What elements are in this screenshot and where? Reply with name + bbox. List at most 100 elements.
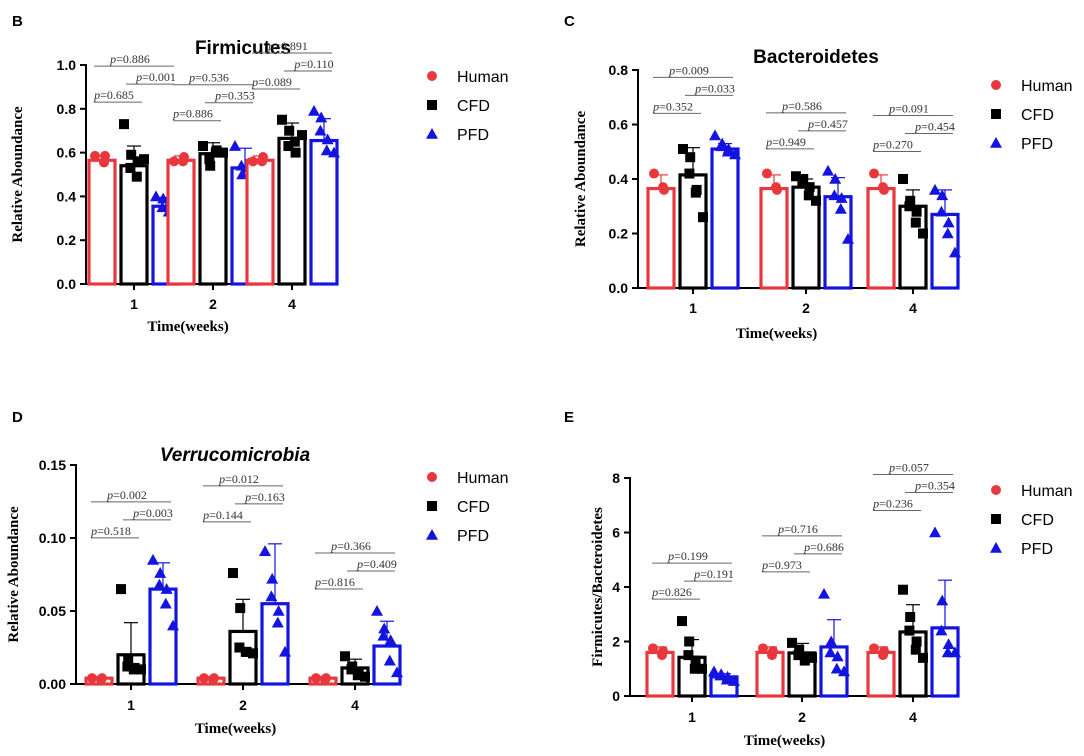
data-point-cfd	[204, 154, 215, 165]
data-point-cfd	[803, 190, 814, 201]
legend-marker-human	[991, 80, 1001, 90]
legend-marker-cfd	[991, 514, 1001, 524]
data-point-cfd	[787, 637, 797, 648]
y-tick-label: 0	[612, 688, 620, 704]
p-equals: =	[659, 99, 666, 113]
bar-pfd	[260, 602, 290, 686]
chart-title: Firmicutes	[195, 38, 291, 59]
p-value: 0.191	[707, 567, 734, 581]
data-point-human	[90, 150, 100, 161]
p-symbol: p	[781, 99, 788, 113]
chart-panel-E: E 0 2 4 6 8 1 2 4 Time(weeks) Firmicutes/Bacteroid…	[564, 409, 1073, 749]
data-point-cfd	[905, 611, 916, 622]
p-equals: =	[675, 63, 682, 77]
data-point-pfd	[929, 526, 941, 538]
data-point-pfd	[822, 164, 834, 176]
legend-marker-human	[427, 472, 437, 482]
p-value-label: p=0.163	[244, 490, 285, 504]
legend-marker-pfd	[990, 542, 1002, 553]
p-equals: =	[113, 488, 120, 502]
data-point-pfd	[720, 673, 733, 685]
p-value-label: p=0.353	[214, 89, 255, 103]
p-value-label: p=0.354	[914, 479, 955, 493]
p-value-label: p=0.826	[651, 585, 692, 599]
p-symbol: p	[93, 88, 100, 102]
data-point-pfd	[150, 190, 162, 202]
p-value: 0.686	[817, 540, 844, 554]
data-point-pfd	[708, 665, 720, 677]
p-value: 0.536	[202, 71, 229, 85]
p-symbol: p	[803, 540, 810, 554]
y-tick-label: 8	[612, 470, 620, 486]
panel-letter: C	[564, 13, 575, 30]
data-point-cfd	[205, 160, 216, 171]
p-symbol: p	[667, 549, 674, 563]
bar-human	[759, 186, 789, 290]
data-point-human	[762, 168, 772, 179]
p-equals: =	[274, 39, 281, 53]
data-point-human	[869, 168, 879, 179]
p-symbol: p	[293, 57, 300, 71]
y-tick-label: 0.15	[39, 457, 66, 473]
y-tick-label: 2	[612, 634, 620, 650]
data-point-pfd	[824, 646, 837, 658]
data-point-pfd	[936, 189, 949, 201]
panel-letter: D	[12, 409, 23, 426]
data-point-pfd	[377, 629, 390, 641]
p-value-label: p=0.110	[293, 57, 333, 71]
legend-marker-pfd	[426, 128, 438, 139]
x-tick-label: 2	[209, 296, 217, 312]
panel-letter: B	[12, 13, 23, 30]
data-point-cfd	[360, 671, 370, 682]
data-point-human	[658, 646, 668, 657]
data-point-cfd	[283, 141, 294, 152]
y-tick-label: 4	[612, 579, 620, 595]
data-point-pfd	[229, 140, 241, 151]
legend-label-human: Human	[457, 470, 509, 487]
p-equals: =	[658, 585, 665, 599]
data-point-pfd	[378, 622, 391, 634]
p-equals: =	[879, 497, 886, 511]
data-point-pfd	[160, 583, 173, 594]
p-value-label: p=0.191	[693, 567, 734, 581]
p-equals: =	[879, 138, 886, 152]
data-point-cfd	[905, 195, 916, 206]
p-value: 0.586	[795, 99, 822, 113]
bar-human	[866, 186, 896, 290]
data-point-cfd	[123, 654, 134, 665]
data-point-pfd	[159, 597, 172, 609]
y-tick-label: 0.0	[57, 276, 77, 292]
data-point-pfd	[391, 666, 403, 678]
p-value: 0.012	[232, 472, 259, 486]
data-point-cfd	[807, 652, 817, 663]
p-value: 0.409	[370, 557, 397, 571]
data-point-cfd	[297, 130, 307, 141]
data-point-pfd	[935, 624, 948, 636]
x-tick-label: 2	[239, 697, 247, 713]
p-equals: =	[225, 472, 232, 486]
data-point-cfd	[811, 195, 821, 206]
data-point-cfd	[804, 182, 815, 193]
p-value: 0.949	[779, 135, 806, 149]
y-tick-label: 0.4	[57, 188, 77, 204]
bar-human	[645, 650, 675, 698]
data-point-human	[758, 643, 768, 654]
x-tick-label: 1	[689, 300, 697, 316]
y-tick-label: 0.4	[609, 171, 629, 187]
data-point-cfd	[234, 642, 245, 653]
x-axis-label: Time(weeks)	[195, 721, 276, 737]
data-point-cfd	[910, 217, 921, 228]
data-point-human	[311, 673, 321, 684]
data-point-cfd	[794, 644, 805, 655]
data-point-cfd	[131, 171, 142, 182]
x-tick-label: 4	[288, 296, 296, 312]
data-point-pfd	[949, 246, 961, 258]
p-value-label: p=0.457	[807, 117, 848, 131]
p-equals: =	[100, 88, 107, 102]
p-equals: =	[701, 81, 708, 95]
legend-label-pfd: PFD	[1021, 136, 1053, 153]
p-value-label: p=0.716	[777, 522, 818, 536]
p-value: 0.144	[216, 508, 243, 522]
data-point-human	[199, 673, 209, 684]
